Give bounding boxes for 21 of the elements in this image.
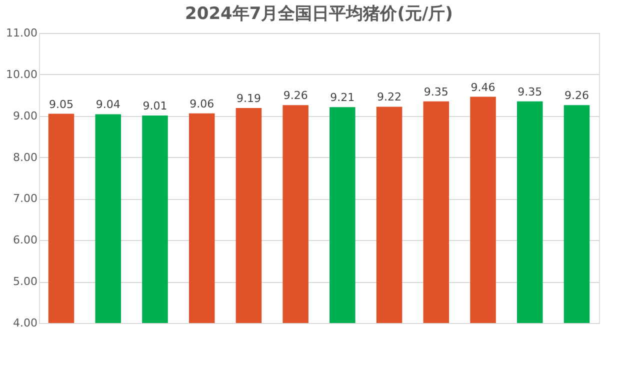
data-label: 9.06 — [190, 97, 214, 110]
y-tick-label: 8.00 — [13, 150, 38, 164]
y-tick-label: 6.00 — [13, 234, 38, 247]
data-label: 9.46 — [470, 80, 496, 94]
data-label: 9.21 — [330, 91, 355, 104]
data-label: 9.26 — [564, 89, 589, 102]
data-label: 9.35 — [518, 85, 542, 98]
data-label: 9.26 — [283, 89, 308, 102]
chart-title: 2024年7月全国日平均猪价(元/斤) — [185, 4, 453, 24]
y-tick-label: 11.00 — [6, 26, 38, 40]
data-label: 9.22 — [377, 90, 402, 104]
y-tick-label: 4.00 — [13, 316, 38, 330]
data-label: 9.19 — [236, 92, 261, 105]
data-label: 9.01 — [142, 99, 168, 112]
y-tick-label: 10.00 — [6, 68, 38, 81]
y-tick-label: 9.00 — [13, 109, 38, 122]
y-tick-label: 5.00 — [13, 275, 38, 288]
data-label: 9.35 — [424, 85, 448, 98]
data-label: 9.05 — [49, 98, 74, 111]
y-tick-label: 7.00 — [13, 192, 38, 206]
data-label: 9.04 — [96, 98, 120, 112]
